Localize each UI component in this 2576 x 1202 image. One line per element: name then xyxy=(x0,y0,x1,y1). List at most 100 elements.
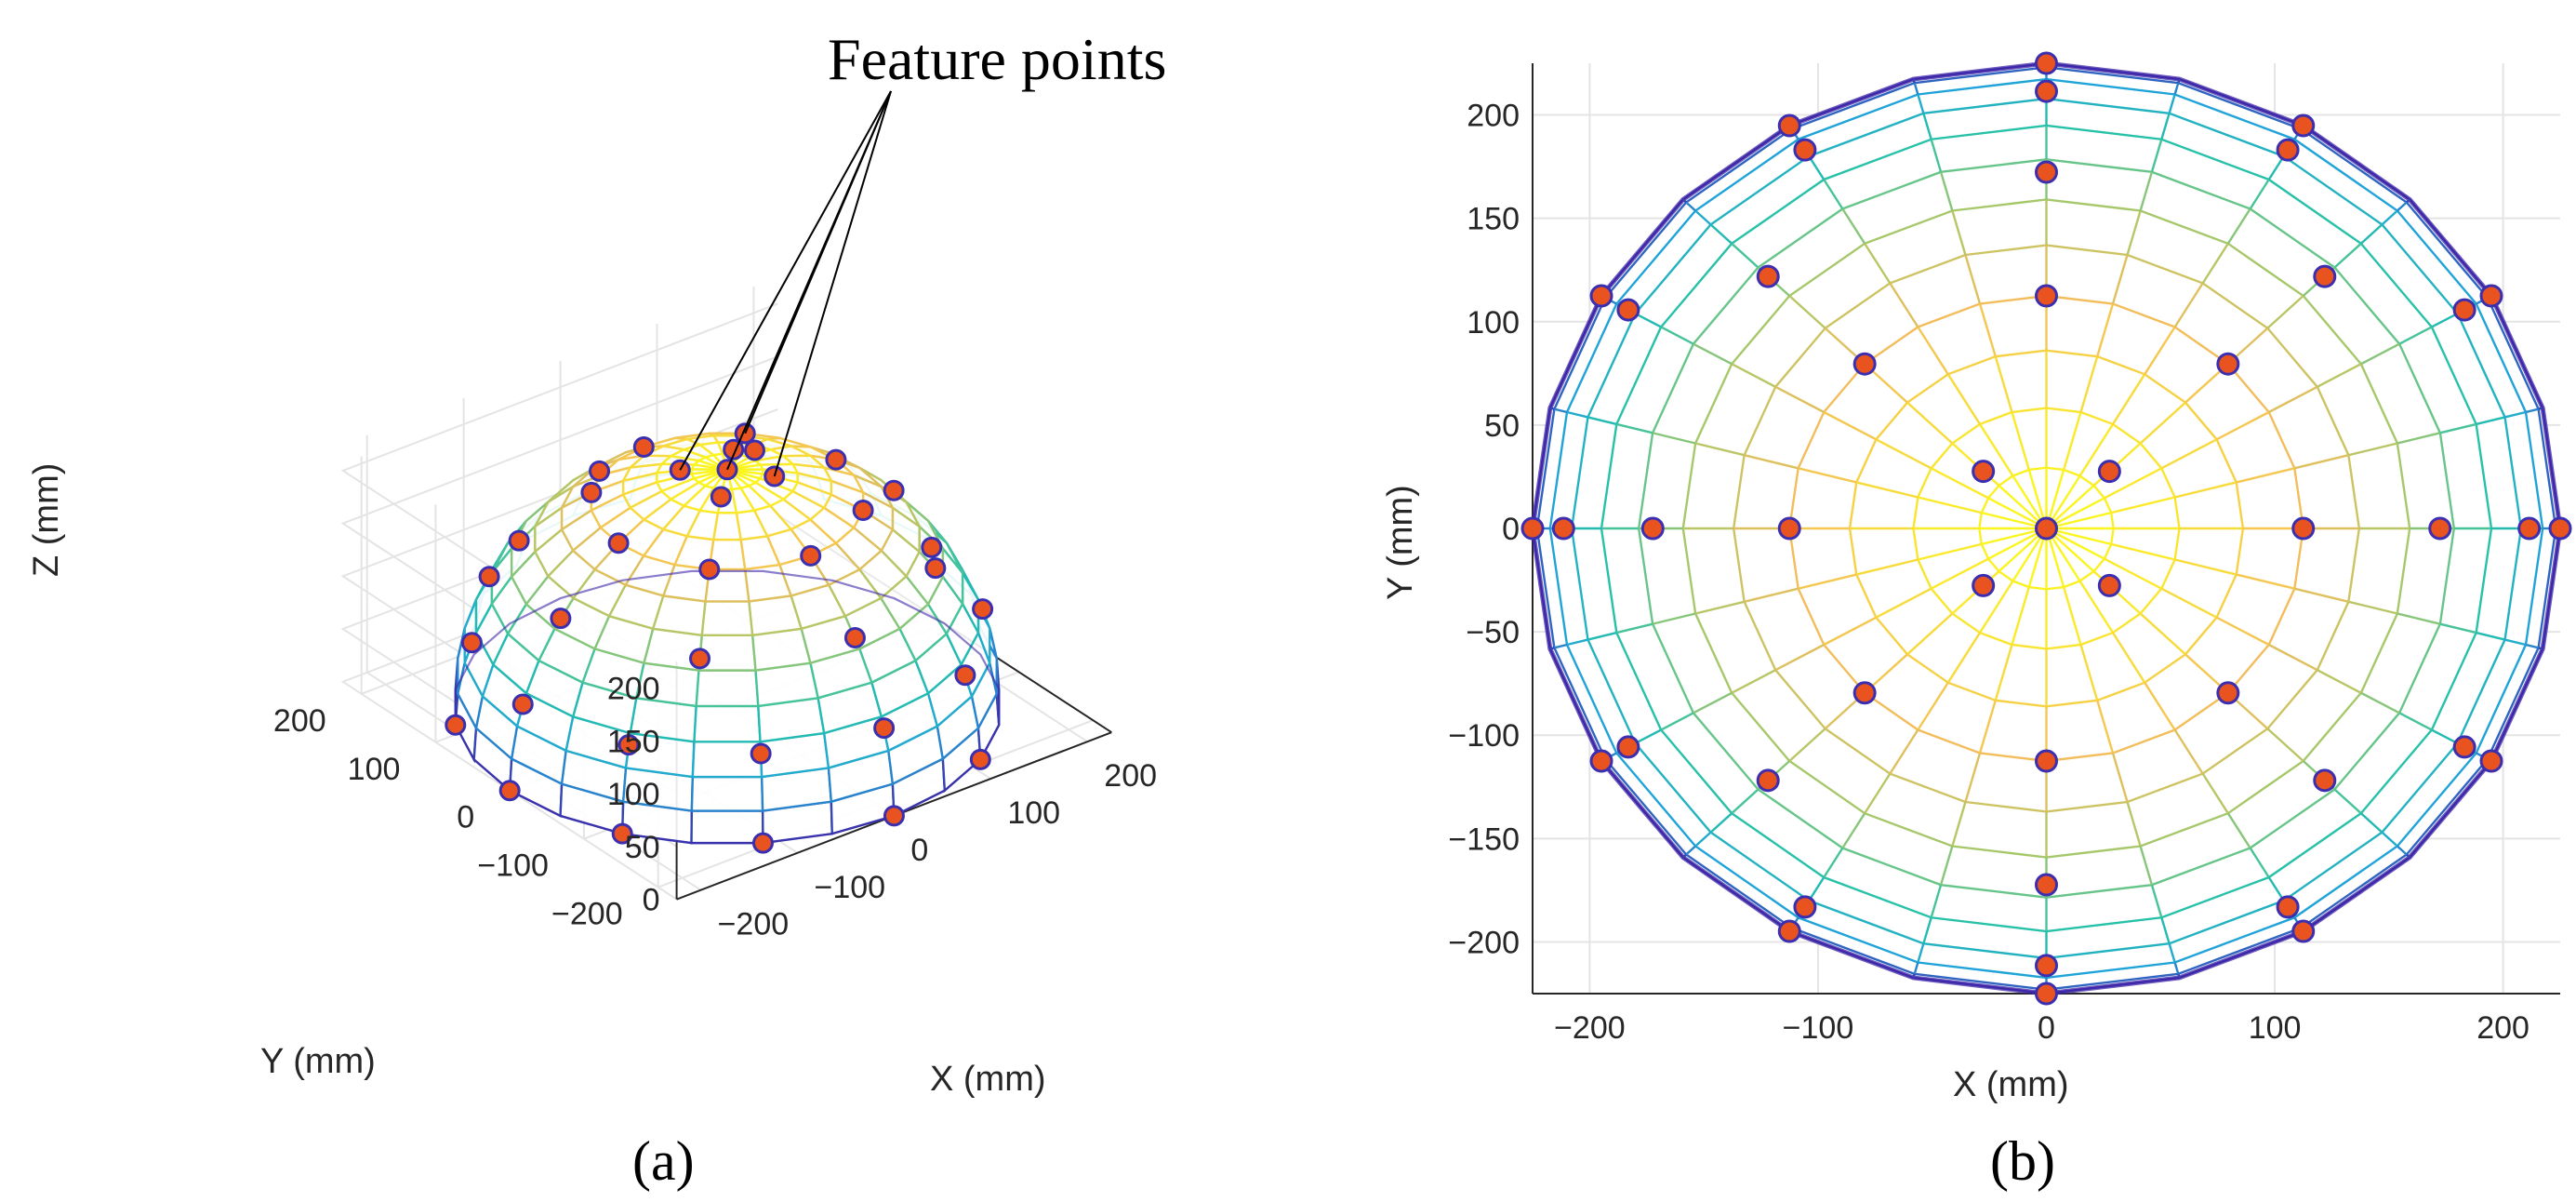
a-mesh-facet xyxy=(700,600,754,637)
b-meridian-segment xyxy=(1731,242,1759,269)
feature-point-marker xyxy=(2452,735,2476,759)
b-meridian-segment xyxy=(2150,139,2163,173)
b-meridian-segment xyxy=(1744,454,1799,470)
feature-point-marker xyxy=(580,481,603,503)
b-meridian-segment xyxy=(1855,481,1919,499)
feature-point-marker xyxy=(1777,516,1801,541)
feature-point-marker xyxy=(2479,749,2503,773)
feature-point-marker xyxy=(632,435,655,458)
b-meridian-segment xyxy=(1694,209,1712,226)
b-meridian-segment xyxy=(1917,326,1949,375)
b-meridian-segment xyxy=(1875,587,1932,619)
b-meridian-segment xyxy=(2249,179,2270,210)
b-y-tick-label: 100 xyxy=(1467,305,1520,341)
b-meridian-segment xyxy=(2439,422,2476,434)
b-meridian-segment xyxy=(1912,973,1916,979)
b-meridian-segment xyxy=(2431,728,2459,745)
feature-point-marker xyxy=(478,566,500,588)
b-meridian-segment xyxy=(2268,643,2318,672)
b-meridian-segment xyxy=(2104,557,2162,590)
b-meridian-segment xyxy=(1946,632,1982,684)
feature-point-marker xyxy=(883,805,905,827)
feature-point-marker xyxy=(743,439,765,461)
a-mesh-facet xyxy=(651,594,707,637)
a-feature-points xyxy=(445,422,994,854)
feature-point-marker xyxy=(460,632,483,654)
b-meridian-segment xyxy=(1864,772,1892,814)
b-meridian-segment xyxy=(2431,312,2459,328)
b-meridian-segment xyxy=(2249,847,2270,878)
b-meridian-segment xyxy=(1694,442,1745,457)
b-x-tick-label: 0 xyxy=(2038,1010,2055,1046)
b-meridian-segment xyxy=(2236,573,2295,590)
b-meridian-segment xyxy=(2011,586,2030,646)
feature-point-marker xyxy=(1520,516,1545,541)
b-meridian-segment xyxy=(1798,467,1857,484)
b-meridian-segment xyxy=(1918,542,1983,561)
b-meridian-segment xyxy=(1864,243,1892,285)
b-y-tick-label: 150 xyxy=(1467,202,1520,237)
b-meridian-segment xyxy=(2111,373,2146,425)
feature-point-marker xyxy=(1972,460,1996,484)
b-meridian-segment xyxy=(2216,410,2270,441)
b-meridian-segment xyxy=(2504,410,2527,419)
b-meridian-segment xyxy=(1823,847,1844,878)
b-y-tick-label: −100 xyxy=(1448,718,1520,754)
b-meridian-segment xyxy=(1808,155,1826,180)
b-meridian-segment xyxy=(1994,355,2013,413)
b-meridian-segment xyxy=(2348,600,2398,615)
b-meridian-segment xyxy=(2173,728,2204,775)
b-meridian-segment xyxy=(2333,242,2362,269)
b-meridian-segment xyxy=(1709,812,1733,834)
b-meridian-segment xyxy=(2139,401,2186,445)
b-meridian-segment xyxy=(2504,638,2527,647)
b-meridian-segment xyxy=(2144,682,2176,731)
b-meridian-segment xyxy=(2177,973,2181,979)
feature-point-marker xyxy=(1616,298,1640,322)
b-meridian-segment xyxy=(1587,631,1617,641)
b-meridian-segment xyxy=(1994,644,2013,701)
b-meridian-segment xyxy=(2160,438,2218,470)
a-z-tick-label: 150 xyxy=(607,724,660,759)
feature-point-marker xyxy=(751,832,774,854)
feature-point-marker xyxy=(498,780,521,802)
b-meridian-segment xyxy=(2160,916,2171,944)
b-meridian-segment xyxy=(2348,442,2398,457)
feature-point-marker xyxy=(689,648,711,670)
b-meridian-segment xyxy=(1875,438,1932,470)
b-meridian-segment xyxy=(2216,616,2270,647)
a-y-axis-label: Y (mm) xyxy=(260,1042,376,1081)
b-meridian-segment xyxy=(1587,416,1617,426)
a-z-tick-label: 0 xyxy=(643,883,660,918)
feature-point-marker xyxy=(445,714,467,736)
b-feature-points xyxy=(1520,51,2572,1006)
feature-point-marker xyxy=(1972,573,1996,597)
b-meridian-segment xyxy=(2168,94,2176,114)
b-meridian-segment xyxy=(1744,587,1799,603)
b-meridian-segment xyxy=(1912,78,1916,84)
b-meridian-segment xyxy=(1978,700,1997,754)
b-meridian-segment xyxy=(1913,962,1919,975)
b-meridian-segment xyxy=(1823,179,1844,210)
b-x-tick-label: 100 xyxy=(2249,1010,2302,1046)
feature-point-marker xyxy=(2035,79,2058,103)
b-y-tick-label: −50 xyxy=(1466,615,1520,650)
feature-point-marker xyxy=(2517,516,2542,541)
a-mesh-facet xyxy=(690,809,764,845)
b-meridian-segment xyxy=(2078,423,2115,477)
feature-point-marker xyxy=(511,693,534,715)
b-meridian-segment xyxy=(2538,407,2543,410)
b-meridian-segment xyxy=(1682,198,1687,204)
b-meridian-segment xyxy=(2063,411,2082,471)
b-meridian-segment xyxy=(1918,496,1983,514)
a-y-tick-label: −100 xyxy=(477,848,549,884)
b-meridian-segment xyxy=(2525,643,2539,649)
feature-point-marker xyxy=(2035,749,2058,773)
b-meridian-segment xyxy=(2476,416,2505,426)
b-meridian-segment xyxy=(1978,580,2014,634)
b-meridian-segment xyxy=(1731,788,1759,815)
feature-point-marker xyxy=(2035,982,2058,1006)
b-meridian-segment xyxy=(1889,728,1919,775)
feature-point-marker xyxy=(2035,160,2058,184)
b-meridian-segment xyxy=(1652,432,1696,445)
